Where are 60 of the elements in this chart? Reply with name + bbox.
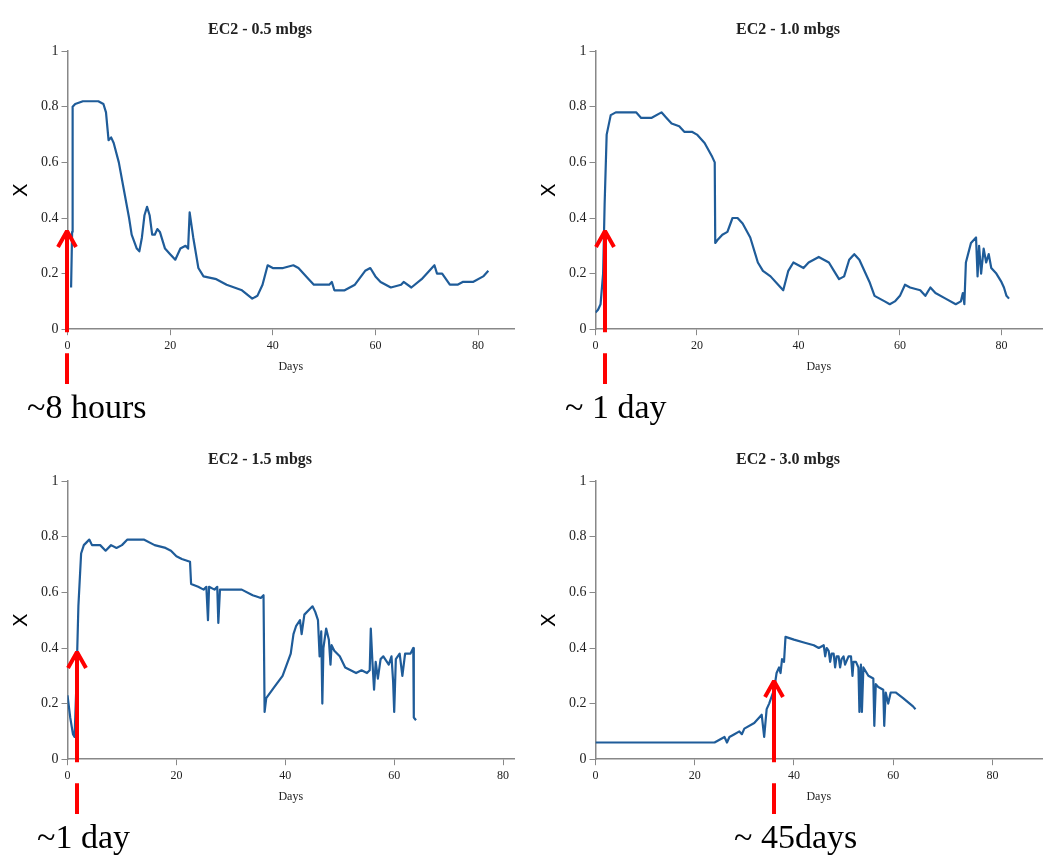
x-tick-label: 60 — [388, 767, 401, 782]
x-tick-label: 40 — [279, 767, 292, 782]
x-tick-label: 40 — [792, 337, 805, 352]
y-tick-label: 0.6 — [569, 154, 587, 170]
x-tick-label: 20 — [164, 337, 177, 352]
x-tick-label: 60 — [887, 767, 900, 782]
y-tick-label: 0.8 — [569, 528, 587, 544]
x-tick-label: 0 — [592, 337, 599, 352]
y-axis-title: X — [536, 183, 561, 198]
y-tick-label: 0.6 — [41, 584, 59, 600]
y-tick-label: 0 — [579, 320, 587, 336]
text: ~ 45days — [734, 818, 858, 855]
y-tick-label: 0.8 — [569, 98, 587, 114]
y-tick-label: 1 — [51, 472, 59, 488]
text: ~8 hours — [27, 388, 147, 425]
y-tick-label: 0.4 — [569, 639, 587, 655]
x-tick-label: 20 — [170, 767, 183, 782]
y-tick-label: 0.2 — [41, 265, 59, 281]
y-axis-title: X — [536, 613, 561, 628]
y-tick-label: 1 — [579, 42, 587, 58]
y-tick-label: 0.2 — [569, 695, 587, 711]
text: ~ 1 day — [565, 388, 667, 425]
x-tick-label: 40 — [266, 337, 279, 352]
x-tick-label: 40 — [787, 767, 800, 782]
y-tick-label: 0 — [51, 320, 59, 336]
x-tick-label: 60 — [369, 337, 382, 352]
y-axis-title: X — [8, 183, 33, 198]
y-tick-label: 0 — [51, 750, 59, 766]
y-tick-label: 0.4 — [41, 209, 59, 225]
y-tick-label: 0.6 — [41, 154, 59, 170]
y-tick-label: 0.4 — [569, 209, 587, 225]
y-axis-title: X — [8, 613, 33, 628]
x-axis-title: Days — [806, 358, 832, 373]
x-tick-label: 0 — [64, 337, 71, 352]
y-tick-label: 0.2 — [41, 695, 59, 711]
chart-title: EC2 - 1.5 mbgs — [207, 449, 313, 468]
x-tick-label: 80 — [995, 337, 1008, 352]
chart-title: EC2 - 1.0 mbgs — [735, 19, 841, 38]
y-tick-label: 0.8 — [41, 528, 59, 544]
x-tick-label: 20 — [688, 767, 701, 782]
y-tick-label: 0.8 — [41, 98, 59, 114]
x-tick-label: 80 — [497, 767, 510, 782]
x-tick-label: 80 — [472, 337, 485, 352]
y-tick-label: 1 — [51, 42, 59, 58]
y-tick-label: 0 — [579, 750, 587, 766]
chart-title: EC2 - 3.0 mbgs — [735, 449, 841, 468]
y-tick-label: 0.2 — [569, 265, 587, 281]
y-tick-label: 0.4 — [41, 639, 59, 655]
y-tick-label: 1 — [579, 472, 587, 488]
x-tick-label: 20 — [690, 337, 703, 352]
text: ~1 day — [37, 818, 130, 855]
x-axis-title: Days — [806, 788, 832, 803]
x-tick-label: 60 — [893, 337, 906, 352]
x-tick-label: 0 — [64, 767, 71, 782]
chart-title: EC2 - 0.5 mbgs — [207, 19, 313, 38]
y-tick-label: 0.6 — [569, 584, 587, 600]
x-tick-label: 80 — [986, 767, 999, 782]
x-axis-title: Days — [278, 788, 304, 803]
x-axis-title: Days — [278, 358, 304, 373]
x-tick-label: 0 — [592, 767, 599, 782]
